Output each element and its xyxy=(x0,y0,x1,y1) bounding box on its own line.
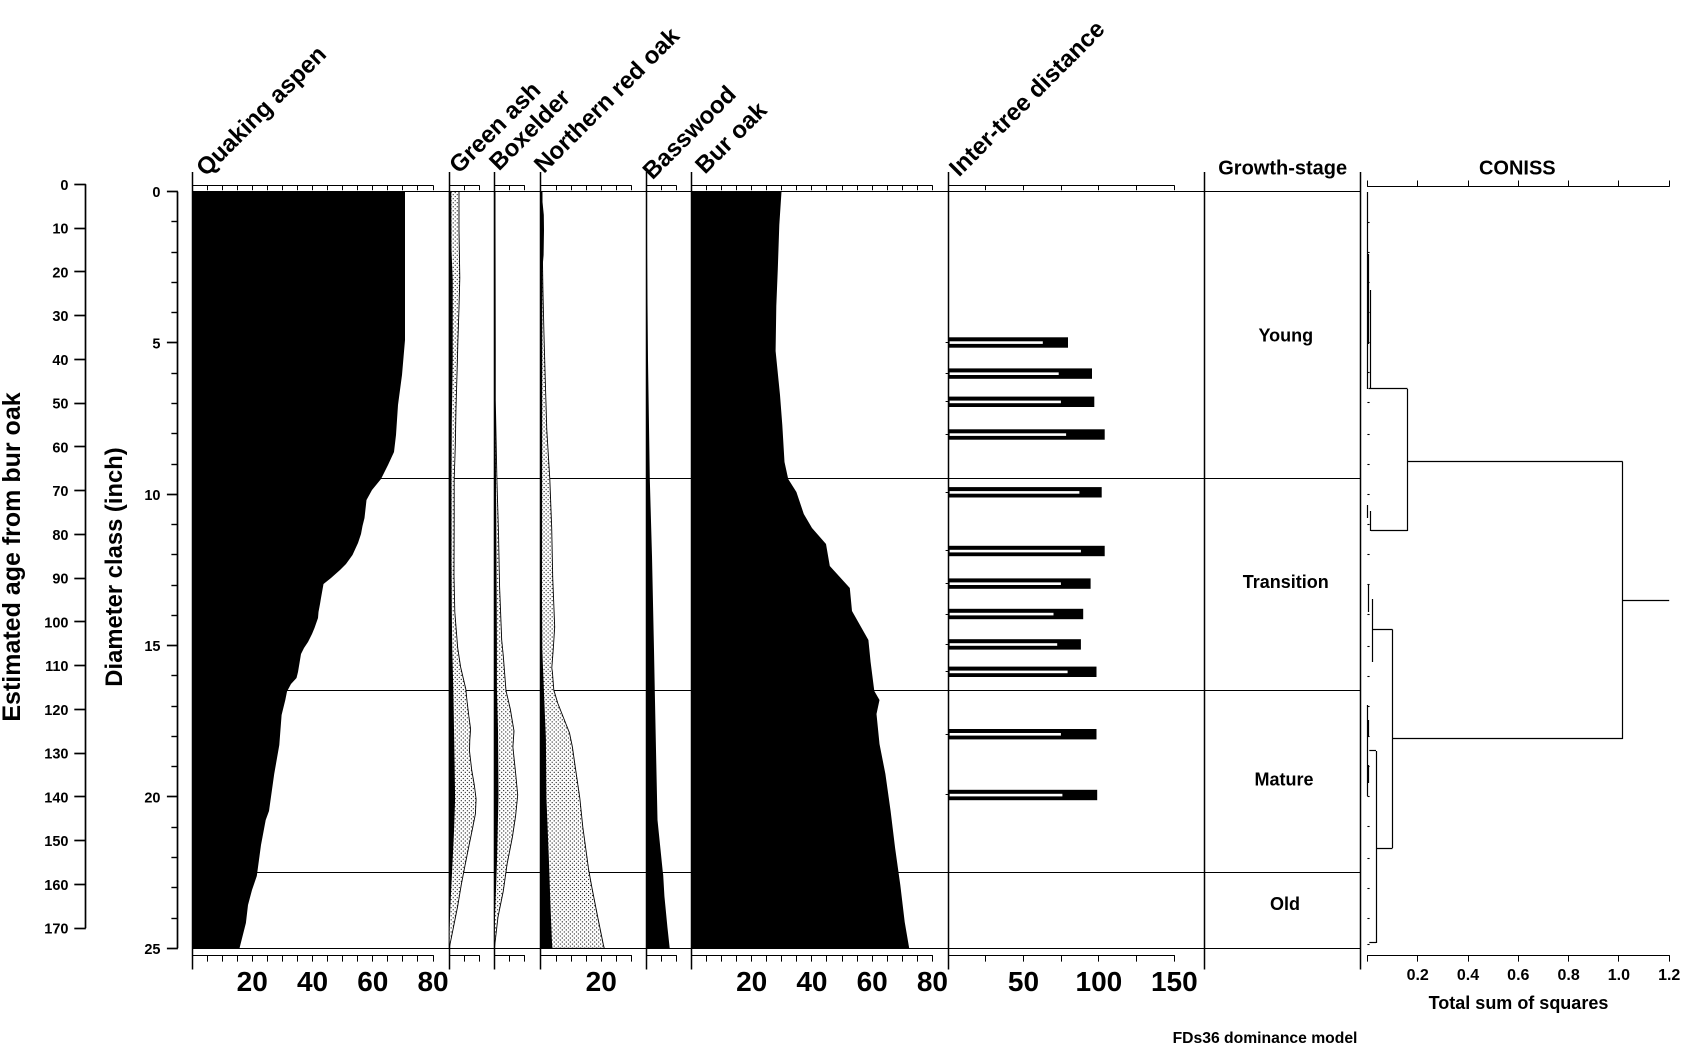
svg-text:150: 150 xyxy=(44,834,68,850)
svg-text:0: 0 xyxy=(60,178,68,194)
svg-text:40: 40 xyxy=(297,966,328,997)
svg-text:Growth-stage: Growth-stage xyxy=(1218,158,1347,180)
svg-text:Old: Old xyxy=(1270,894,1300,914)
svg-text:110: 110 xyxy=(45,659,68,675)
svg-text:FDs36 dominance model: FDs36 dominance model xyxy=(1173,1030,1358,1047)
svg-text:0.4: 0.4 xyxy=(1457,967,1479,984)
svg-text:160: 160 xyxy=(44,878,68,894)
svg-text:Diameter class (inch): Diameter class (inch) xyxy=(101,447,128,686)
svg-text:0.2: 0.2 xyxy=(1407,967,1429,984)
svg-text:1.0: 1.0 xyxy=(1608,967,1630,984)
svg-text:10: 10 xyxy=(144,488,160,504)
svg-text:Estimated age from bur oak: Estimated age from bur oak xyxy=(0,392,26,721)
svg-text:20: 20 xyxy=(736,966,767,997)
svg-text:Transition: Transition xyxy=(1243,572,1329,592)
svg-text:80: 80 xyxy=(52,528,68,544)
svg-text:120: 120 xyxy=(44,703,68,719)
svg-text:40: 40 xyxy=(52,353,68,369)
svg-text:30: 30 xyxy=(52,309,68,325)
svg-text:100: 100 xyxy=(44,615,68,631)
svg-text:Total sum of squares: Total sum of squares xyxy=(1429,993,1609,1013)
svg-text:0.6: 0.6 xyxy=(1507,967,1529,984)
svg-text:5: 5 xyxy=(152,336,160,352)
svg-text:60: 60 xyxy=(357,966,388,997)
svg-text:0.8: 0.8 xyxy=(1557,967,1579,984)
svg-text:40: 40 xyxy=(796,966,827,997)
svg-text:50: 50 xyxy=(1008,966,1039,997)
svg-text:140: 140 xyxy=(44,790,68,806)
svg-text:Young: Young xyxy=(1258,326,1313,346)
svg-text:60: 60 xyxy=(52,440,68,456)
svg-text:170: 170 xyxy=(44,922,68,938)
svg-text:80: 80 xyxy=(417,966,448,997)
svg-text:150: 150 xyxy=(1151,966,1198,997)
svg-text:20: 20 xyxy=(237,966,268,997)
svg-text:50: 50 xyxy=(52,397,68,413)
svg-text:100: 100 xyxy=(1076,966,1123,997)
svg-text:20: 20 xyxy=(586,966,617,997)
svg-text:20: 20 xyxy=(144,790,160,806)
svg-text:25: 25 xyxy=(144,942,160,958)
svg-text:1.2: 1.2 xyxy=(1658,967,1680,984)
svg-text:60: 60 xyxy=(857,966,888,997)
svg-text:70: 70 xyxy=(52,484,68,500)
svg-text:15: 15 xyxy=(144,639,160,655)
svg-text:20: 20 xyxy=(52,265,68,281)
svg-text:90: 90 xyxy=(52,572,68,588)
svg-text:CONISS: CONISS xyxy=(1479,158,1556,180)
svg-text:Mature: Mature xyxy=(1254,769,1313,789)
svg-text:80: 80 xyxy=(917,966,948,997)
svg-text:130: 130 xyxy=(44,747,68,763)
svg-text:0: 0 xyxy=(152,185,160,201)
svg-text:10: 10 xyxy=(52,222,68,238)
